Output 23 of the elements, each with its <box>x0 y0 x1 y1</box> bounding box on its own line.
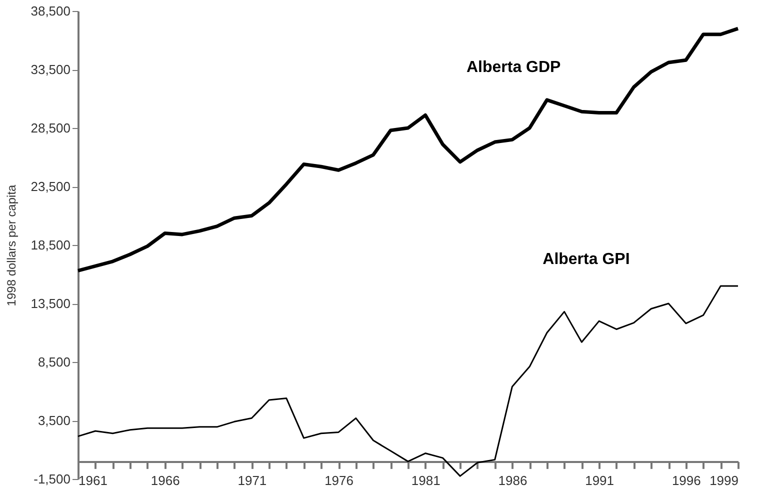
x-tick-label: 1966 <box>150 472 180 488</box>
y-axis-title: 1998 dollars per capita <box>4 184 19 306</box>
line-series <box>77 285 739 477</box>
x-tick-label: 1986 <box>498 472 528 488</box>
y-tick-label: 8,500 <box>38 354 70 370</box>
x-tick-label: 1971 <box>238 472 267 488</box>
series-label: Alberta GDP <box>466 59 562 76</box>
y-tick-label: 3,500 <box>38 413 70 428</box>
y-tick-label: -1,500 <box>34 472 70 486</box>
y-tick-label: 33,500 <box>30 62 70 77</box>
x-tick-label: 1999 <box>710 472 738 488</box>
y-tick-label: 18,500 <box>30 238 70 252</box>
x-tick-label: 1991 <box>585 472 614 488</box>
text: Alberta GPI <box>542 251 630 268</box>
x-tick-label: 1961 <box>78 472 108 488</box>
y-tick-label: 28,500 <box>30 120 70 136</box>
x-tick-label: 1996 <box>672 472 701 488</box>
x-tick-label: 1981 <box>411 472 440 488</box>
y-tick-label: 23,500 <box>30 179 70 194</box>
y-tick-label: 38,500 <box>30 4 70 18</box>
y-tick-label: 13,500 <box>30 296 70 311</box>
line-series <box>76 26 740 272</box>
x-tick-label: 1976 <box>324 472 354 488</box>
